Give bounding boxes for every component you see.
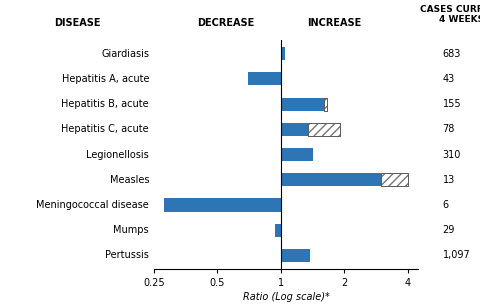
Text: Hepatitis B, acute: Hepatitis B, acute — [61, 99, 149, 109]
Bar — [308, 123, 339, 136]
Bar — [323, 98, 326, 111]
Text: CASES CURRENT
4 WEEKS: CASES CURRENT 4 WEEKS — [419, 5, 480, 24]
Text: Legionellosis: Legionellosis — [86, 150, 149, 159]
Text: 1,097: 1,097 — [442, 250, 469, 260]
Bar — [308, 123, 339, 136]
Text: 6: 6 — [442, 200, 448, 210]
Bar — [280, 123, 308, 136]
Text: Giardiasis: Giardiasis — [101, 49, 149, 59]
Text: INCREASE: INCREASE — [307, 17, 361, 28]
Text: 155: 155 — [442, 99, 460, 109]
Text: DISEASE: DISEASE — [54, 17, 100, 28]
Bar — [164, 198, 280, 211]
Text: Measles: Measles — [109, 175, 149, 185]
Text: 683: 683 — [442, 49, 460, 59]
Text: 310: 310 — [442, 150, 460, 159]
Text: Hepatitis C, acute: Hepatitis C, acute — [61, 124, 149, 134]
Text: 78: 78 — [442, 124, 454, 134]
Text: Meningococcal disease: Meningococcal disease — [36, 200, 149, 210]
Text: Mumps: Mumps — [113, 225, 149, 235]
Text: 13: 13 — [442, 175, 454, 185]
Bar — [280, 173, 381, 186]
Bar — [280, 98, 323, 111]
Bar — [381, 173, 407, 186]
Text: DECREASE: DECREASE — [197, 17, 254, 28]
Bar — [381, 173, 407, 186]
Text: 29: 29 — [442, 225, 454, 235]
Text: Hepatitis A, acute: Hepatitis A, acute — [61, 74, 149, 84]
X-axis label: Ratio (Log scale)*: Ratio (Log scale)* — [242, 293, 329, 302]
Bar — [280, 148, 312, 161]
Bar — [280, 47, 285, 60]
Text: Pertussis: Pertussis — [105, 250, 149, 260]
Bar — [280, 249, 310, 262]
Bar — [248, 72, 280, 85]
Text: 43: 43 — [442, 74, 454, 84]
Bar — [323, 98, 326, 111]
Bar — [275, 224, 280, 237]
